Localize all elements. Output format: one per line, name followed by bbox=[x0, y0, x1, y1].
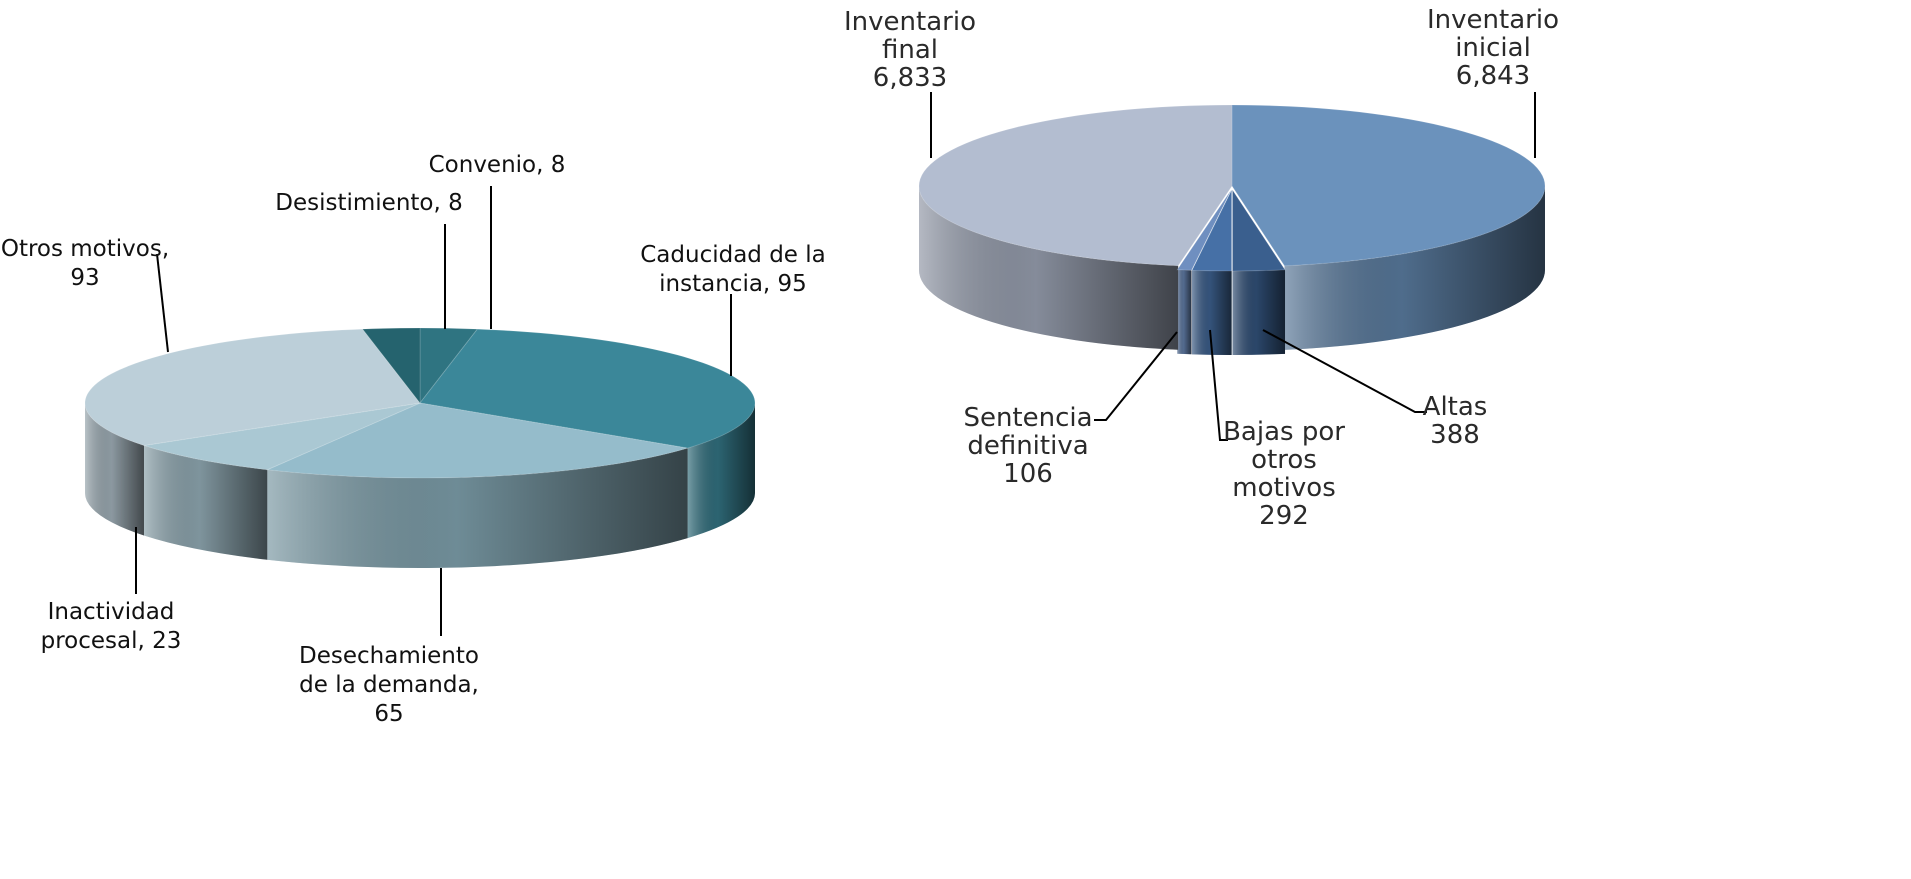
pie-slice-inventario-inicial bbox=[1231, 104, 1546, 267]
leader-line-sentencia-definitiva bbox=[1094, 331, 1178, 421]
pie-sides bbox=[919, 186, 1545, 355]
data-label-bajas-por-otros-motivos: Bajas por otros motivos 292 bbox=[1223, 417, 1345, 531]
data-label-line: Desistimiento, 8 bbox=[275, 190, 463, 216]
data-label-line: definitiva bbox=[967, 431, 1088, 461]
pie-slice-inventario-final bbox=[918, 104, 1233, 267]
pie-side-shade-inactividad-procesal bbox=[143, 445, 268, 560]
pie-side-shade-caducidad-de-la-instancia bbox=[687, 403, 755, 539]
data-label-line: 65 bbox=[374, 701, 403, 727]
data-label-inventario-inicial: Inventario inicial 6,843 bbox=[1427, 5, 1559, 91]
data-label-line: Desechamiento bbox=[299, 643, 479, 669]
data-label-line: inicial bbox=[1455, 33, 1531, 63]
data-label-line: 6,843 bbox=[1456, 61, 1530, 91]
leader-line-bajas-por-otros-motivos bbox=[1209, 329, 1228, 441]
data-label-line: Inventario bbox=[844, 7, 976, 37]
data-label-line: 106 bbox=[1003, 459, 1053, 489]
leader-line-otros-motivos bbox=[156, 253, 169, 353]
data-label-line: Sentencia bbox=[963, 403, 1092, 433]
data-label-line: Convenio, 8 bbox=[429, 152, 566, 178]
pie-slice-otros-motivos bbox=[84, 328, 421, 447]
pie-slice-desistimiento bbox=[361, 327, 421, 405]
left-pie-chart: Convenio, 8 Caducidad de la instancia, 95 D… bbox=[1, 152, 826, 727]
data-label-desechamiento-de-la-demanda: Desechamiento de la demanda, 65 bbox=[299, 643, 479, 727]
data-label-line: otros bbox=[1251, 445, 1317, 475]
data-label-line: Inventario bbox=[1427, 5, 1559, 35]
pie-side-shade-inventario-inicial bbox=[1284, 186, 1545, 350]
data-label-line: Otros motivos, bbox=[1, 236, 169, 262]
pie-slice-inactividad-procesal bbox=[143, 402, 421, 471]
data-label-line: 6,833 bbox=[873, 63, 947, 93]
pie-side-shade-desechamiento-de-la-demanda bbox=[267, 448, 688, 569]
data-label-line: instancia, 95 bbox=[659, 271, 807, 297]
pie-slice-desechamiento-de-la-demanda bbox=[265, 402, 688, 479]
pie-side-shade-otros-motivos bbox=[85, 403, 144, 536]
data-label-line: 93 bbox=[70, 265, 99, 291]
data-label-line: procesal, 23 bbox=[41, 628, 182, 654]
pie-slice-bajas-por-otros-motivos bbox=[1191, 189, 1233, 272]
data-label-line: Inactividad bbox=[48, 599, 175, 625]
pie-labels: Convenio, 8 Caducidad de la instancia, 95 D… bbox=[1, 152, 826, 727]
pie-side-shade-sentencia-definitiva bbox=[1177, 269, 1192, 355]
pie-slice-convenio bbox=[419, 327, 479, 405]
pie-slice-altas bbox=[1232, 188, 1286, 272]
leader-line-altas bbox=[1262, 329, 1427, 413]
pie-tops bbox=[918, 104, 1546, 272]
data-label-line: Caducidad de la bbox=[640, 242, 826, 268]
data-label-line: Bajas por bbox=[1223, 417, 1345, 447]
pie-sides bbox=[85, 403, 755, 569]
data-label-altas: Altas 388 bbox=[1423, 392, 1488, 450]
data-label-line: 388 bbox=[1430, 420, 1480, 450]
pie-side-shade-inventario-final bbox=[919, 186, 1179, 350]
data-label-inactividad-procesal: Inactividad procesal, 23 bbox=[41, 599, 182, 654]
data-label-otros-motivos: Otros motivos, 93 bbox=[1, 236, 169, 291]
data-label-line: motivos bbox=[1232, 473, 1336, 503]
data-label-line: final bbox=[882, 35, 938, 65]
data-label-inventario-final: Inventario final 6,833 bbox=[844, 7, 976, 93]
data-label-convenio: Convenio, 8 bbox=[429, 152, 566, 178]
data-label-line: Altas bbox=[1423, 392, 1488, 422]
data-label-caducidad-de-la-instancia: Caducidad de la instancia, 95 bbox=[640, 242, 826, 297]
data-label-line: 292 bbox=[1259, 501, 1309, 531]
data-label-line: de la demanda, bbox=[299, 672, 479, 698]
pie-side-shade-bajas-por-otros-motivos bbox=[1192, 270, 1232, 355]
pie-slice-sentencia-definitiva bbox=[1176, 189, 1232, 271]
pie-tops bbox=[84, 327, 756, 479]
data-label-desistimiento: Desistimiento, 8 bbox=[275, 190, 463, 216]
data-label-sentencia-definitiva: Sentencia definitiva 106 bbox=[963, 403, 1092, 489]
pie-side-shade-altas bbox=[1232, 269, 1286, 355]
